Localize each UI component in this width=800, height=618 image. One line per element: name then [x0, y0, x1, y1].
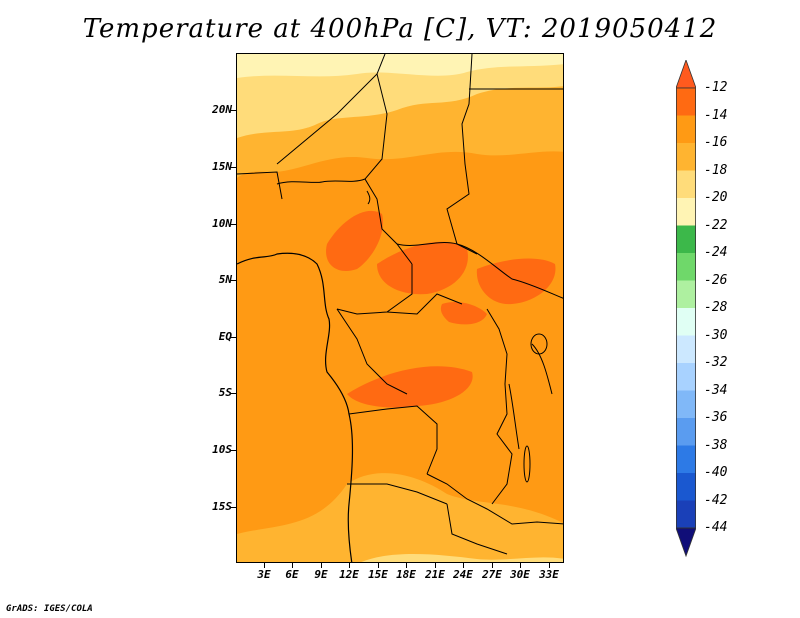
- colorbar-label: -22: [704, 218, 728, 233]
- colorbar: [676, 60, 696, 558]
- warm-pocket-uganda: [440, 302, 487, 325]
- lat-label-10n: 10N: [212, 217, 232, 230]
- colorbar-segment: [676, 170, 696, 198]
- colorbar-label: -14: [704, 108, 728, 123]
- colorbar-label: -34: [704, 383, 728, 398]
- lon-tick: [492, 563, 493, 568]
- warm-pocket-car: [377, 241, 468, 295]
- warm-pocket-cameroon: [326, 210, 383, 272]
- colorbar-segment: [676, 88, 696, 116]
- colorbar-label: -24: [704, 245, 728, 260]
- lon-tick: [463, 563, 464, 568]
- lat-label-eq: EQ: [218, 330, 232, 343]
- colorbar-segment: [676, 390, 696, 418]
- colorbar-segment: [676, 500, 696, 528]
- colorbar-segment: [676, 418, 696, 446]
- lon-tick: [549, 563, 550, 568]
- colorbar-label: -20: [704, 190, 728, 205]
- lon-label-30e: 30E: [510, 568, 530, 581]
- lakes: [366, 190, 548, 483]
- coastline: [237, 252, 354, 562]
- colorbar-label: -32: [704, 355, 728, 370]
- lat-label-5n: 5N: [218, 273, 232, 286]
- map-svg: [237, 54, 563, 562]
- colorbar-label: -30: [704, 328, 728, 343]
- colorbar-segment: [676, 115, 696, 143]
- temperature-band-north-22: [237, 54, 563, 78]
- temperature-band-south-18: [237, 473, 563, 562]
- colorbar-label: -40: [704, 465, 728, 480]
- lat-label-10s: 10S: [212, 443, 232, 456]
- grads-credit: GrADS: IGES/COLA: [6, 604, 93, 614]
- colorbar-label: -16: [704, 135, 728, 150]
- lon-label-33e: 33E: [539, 568, 559, 581]
- colorbar-segment: [676, 473, 696, 501]
- lat-tick: [230, 224, 236, 225]
- colorbar-label: -38: [704, 438, 728, 453]
- lat-tick: [230, 507, 236, 508]
- temperature-band-south-20: [361, 554, 563, 562]
- colorbar-label: -42: [704, 493, 728, 508]
- lon-tick: [435, 563, 436, 568]
- lon-label-21e: 21E: [425, 568, 445, 581]
- colorbar-bottom-arrow: [676, 527, 696, 558]
- lat-tick: [230, 450, 236, 451]
- lon-tick: [321, 563, 322, 568]
- lat-label-15s: 15S: [212, 500, 232, 513]
- lon-label-18e: 18E: [396, 568, 416, 581]
- lat-tick: [230, 393, 236, 394]
- lat-label-20n: 20N: [212, 103, 232, 116]
- lat-tick: [230, 167, 236, 168]
- colorbar-label: -26: [704, 273, 728, 288]
- colorbar-outline: [676, 87, 696, 529]
- colorbar-label: -36: [704, 410, 728, 425]
- lat-tick: [230, 337, 236, 338]
- lon-tick: [264, 563, 265, 568]
- colorbar-segment: [676, 225, 696, 253]
- chart-title: Temperature at 400hPa [C], VT: 201905041…: [82, 14, 718, 44]
- lon-label-24e: 24E: [453, 568, 473, 581]
- lat-tick: [230, 280, 236, 281]
- warm-pocket-congo: [347, 366, 473, 408]
- lat-label-15n: 15N: [212, 160, 232, 173]
- political-boundaries: [237, 54, 563, 555]
- lon-label-9e: 9E: [314, 568, 328, 581]
- colorbar-segment: [676, 445, 696, 473]
- warm-pocket-south-sudan: [476, 258, 556, 305]
- colorbar-label: -12: [704, 80, 728, 95]
- lon-label-15e: 15E: [368, 568, 388, 581]
- lon-label-3e: 3E: [257, 568, 271, 581]
- lon-tick: [406, 563, 407, 568]
- colorbar-segment: [676, 143, 696, 171]
- colorbar-segment: [676, 363, 696, 391]
- lat-tick: [230, 110, 236, 111]
- colorbar-segment: [676, 280, 696, 308]
- colorbar-segment: [676, 253, 696, 281]
- colorbar-segment: [676, 335, 696, 363]
- colorbar-label: -18: [704, 163, 728, 178]
- lon-tick: [349, 563, 350, 568]
- lon-label-12e: 12E: [339, 568, 359, 581]
- lon-tick: [520, 563, 521, 568]
- colorbar-label: -44: [704, 520, 728, 535]
- temperature-map: [236, 53, 564, 563]
- lon-tick: [292, 563, 293, 568]
- lon-tick: [378, 563, 379, 568]
- lat-label-5s: 5S: [218, 386, 232, 399]
- colorbar-top-arrow: [676, 60, 696, 89]
- colorbar-label: -28: [704, 300, 728, 315]
- lon-label-6e: 6E: [285, 568, 299, 581]
- lon-label-27e: 27E: [482, 568, 502, 581]
- colorbar-segment: [676, 308, 696, 336]
- colorbar-segment: [676, 198, 696, 226]
